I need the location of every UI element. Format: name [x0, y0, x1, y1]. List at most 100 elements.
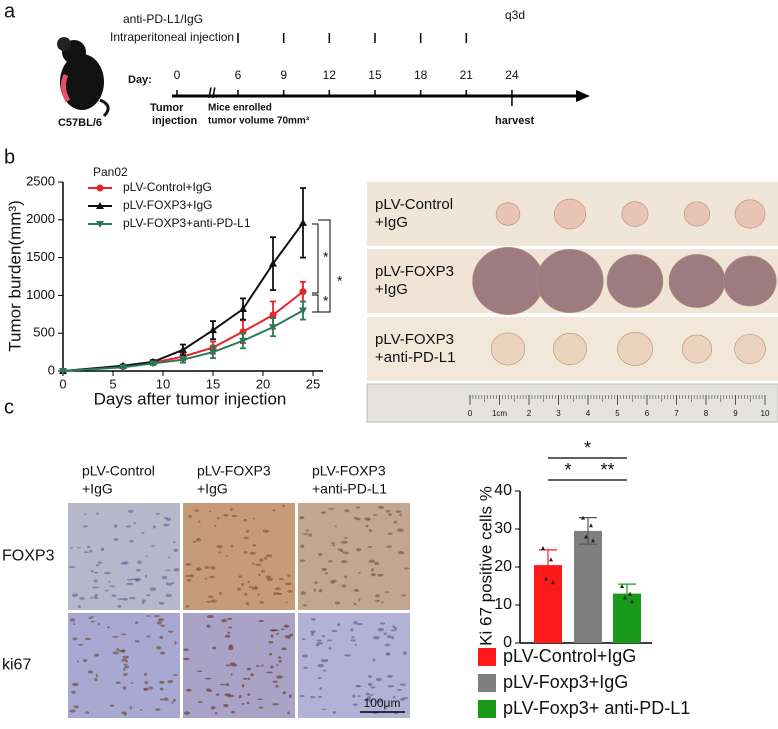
- tumor: [490, 332, 526, 366]
- day-tick-label: 15: [368, 68, 382, 82]
- tumor: [734, 334, 766, 364]
- cell-nucleus: [69, 618, 76, 622]
- cell-nucleus: [383, 632, 388, 635]
- legend-label: pLV-Control+IgG: [123, 180, 212, 194]
- data-point: [591, 538, 595, 543]
- cell-nucleus: [287, 574, 291, 578]
- cell-nucleus: [344, 654, 351, 657]
- cell-nucleus: [68, 566, 76, 569]
- marker: [179, 345, 187, 353]
- tumor: [495, 202, 521, 226]
- ruler-label: 7: [674, 409, 679, 418]
- cell-nucleus: [209, 575, 215, 579]
- data-point: [584, 534, 588, 539]
- ruler-label: 8: [704, 409, 709, 418]
- cell-nucleus: [91, 586, 99, 589]
- cell-nucleus: [206, 614, 214, 619]
- cell-nucleus: [350, 639, 356, 642]
- cell-nucleus: [141, 531, 145, 534]
- significance-label: *: [337, 273, 343, 289]
- marker: [149, 360, 157, 368]
- cell-nucleus: [70, 546, 73, 549]
- ihc-row-label: ki67: [2, 657, 31, 674]
- cell-nucleus: [321, 568, 327, 570]
- cell-nucleus: [249, 551, 256, 555]
- cell-nucleus: [303, 532, 309, 535]
- cell-nucleus: [319, 687, 323, 690]
- cell-nucleus: [71, 682, 79, 687]
- cell-nucleus: [189, 574, 194, 578]
- tumor: [553, 198, 587, 230]
- ihc-image: [68, 503, 180, 610]
- cell-nucleus: [134, 621, 139, 624]
- cell-nucleus: [300, 544, 305, 548]
- cell-nucleus: [263, 556, 268, 560]
- significance-label: *: [323, 249, 329, 265]
- cell-nucleus: [385, 509, 391, 513]
- cell-nucleus: [257, 698, 263, 701]
- cell-nucleus: [355, 684, 361, 688]
- cell-nucleus: [246, 667, 252, 671]
- cell-nucleus: [356, 517, 361, 521]
- cell-nucleus: [275, 685, 279, 688]
- cell-nucleus: [208, 510, 212, 513]
- cell-nucleus: [258, 573, 261, 577]
- cell-nucleus: [112, 636, 119, 638]
- cell-nucleus: [320, 658, 327, 663]
- cell-nucleus: [126, 582, 134, 586]
- ihc-image: [298, 503, 410, 610]
- cell-nucleus: [353, 602, 357, 606]
- significance-bracket: [318, 219, 331, 313]
- cell-nucleus: [206, 624, 211, 628]
- cell-nucleus: [192, 540, 197, 543]
- cell-nucleus: [344, 509, 350, 513]
- day-tick-label: 6: [235, 68, 242, 82]
- cell-nucleus: [237, 587, 242, 591]
- cell-nucleus: [399, 513, 402, 517]
- cell-nucleus: [340, 540, 348, 544]
- cell-nucleus: [272, 509, 276, 512]
- cell-nucleus: [384, 591, 390, 593]
- cell-nucleus: [164, 569, 172, 572]
- cell-nucleus: [100, 547, 105, 552]
- significance-bracket: [312, 294, 319, 313]
- cell-nucleus: [367, 546, 373, 548]
- cell-nucleus: [289, 633, 294, 637]
- cell-nucleus: [229, 507, 233, 511]
- cell-nucleus: [111, 594, 117, 597]
- cell-nucleus: [402, 651, 407, 655]
- cell-nucleus: [273, 592, 280, 595]
- legend-swatch: [478, 648, 496, 666]
- cell-nucleus: [341, 584, 347, 588]
- cell-nucleus: [115, 681, 121, 684]
- cell-nucleus: [334, 525, 337, 528]
- cell-nucleus: [87, 670, 94, 674]
- cell-nucleus: [185, 604, 189, 608]
- cell-nucleus: [318, 553, 323, 557]
- cell-nucleus: [204, 577, 208, 580]
- cell-nucleus: [173, 540, 176, 544]
- cell-nucleus: [121, 711, 127, 715]
- cell-nucleus: [122, 655, 130, 659]
- ruler-label: 10: [761, 409, 770, 418]
- cell-nucleus: [241, 684, 245, 688]
- ihc-column-label: pLV-Control: [82, 463, 155, 479]
- cell-nucleus: [230, 544, 234, 548]
- event-start: injection: [152, 115, 198, 127]
- cell-nucleus: [108, 580, 111, 583]
- cell-nucleus: [268, 640, 274, 644]
- cell-nucleus: [110, 704, 114, 707]
- cell-nucleus: [277, 656, 282, 659]
- cell-nucleus: [172, 698, 176, 702]
- y-tick-label: 0: [503, 634, 512, 651]
- cell-nucleus: [94, 593, 98, 597]
- cell-nucleus: [331, 629, 338, 633]
- marker: [269, 259, 277, 267]
- bar: [574, 530, 602, 643]
- cell-nucleus: [134, 577, 142, 582]
- data-point: [549, 557, 553, 562]
- cell-nucleus: [144, 575, 148, 578]
- cell-nucleus: [104, 571, 111, 575]
- significance-label: **: [600, 460, 614, 480]
- cell-nucleus: [396, 688, 403, 691]
